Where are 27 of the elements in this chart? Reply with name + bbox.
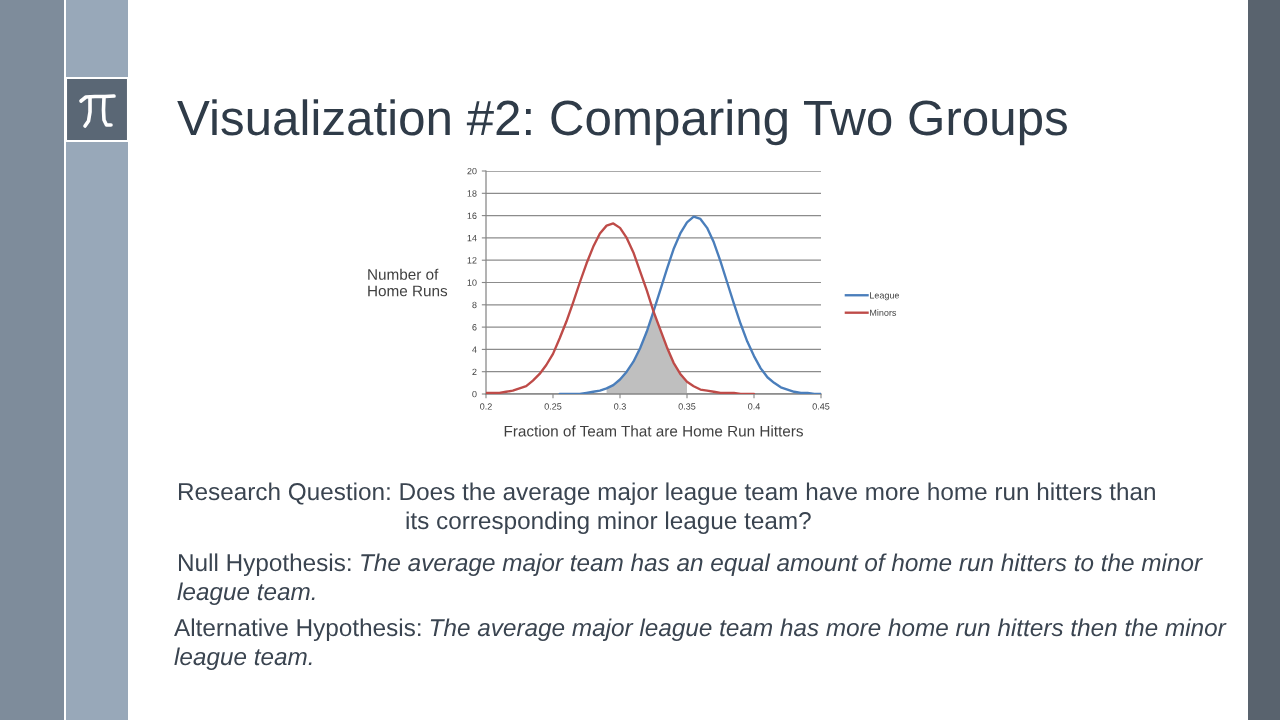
y-tick-label: 18	[467, 190, 477, 197]
x-tick-label: 0.25	[544, 403, 562, 410]
x-tick-label: 0.4	[748, 403, 761, 410]
text: Research Question: Does the average major league team have more home run hitters than its corresponding minor league team?	[178, 482, 1155, 535]
x-axis-title: Fraction of Team That are Home Run Hitters	[504, 425, 803, 437]
legend-label: Minors	[870, 309, 897, 316]
line-series	[558, 215, 821, 394]
x-tick-label: 0.35	[678, 403, 696, 410]
chart-title: Visualization #2: Comparing Two Groups	[177, 99, 1067, 146]
x-tick-label: 0.3	[614, 403, 626, 410]
y-tick-label: 4	[472, 346, 477, 353]
y-tick-label: 6	[472, 324, 477, 331]
y-tick-label: 10	[467, 279, 477, 286]
y-tick-label: 14	[467, 234, 477, 242]
y-tick-label: 8	[472, 301, 477, 309]
text: Null Hypothesis: The average major team has an equal amount of home run hitters to the minor league team.	[177, 553, 1203, 606]
y-tick-label: 16	[467, 212, 477, 219]
y-tick-label: 20	[467, 167, 477, 175]
x-tick-label: 0.2	[480, 403, 492, 410]
y-tick-label: 2	[472, 368, 477, 375]
y-tick-label: 12	[467, 257, 477, 264]
legend-label: League	[870, 292, 900, 301]
x-tick-label: 0.45	[812, 403, 830, 410]
y-axis-title: Number of Home Runs	[368, 268, 448, 297]
y-tick-label: 0	[472, 390, 477, 398]
text: Alternative Hypothesis: The average major league team has more home run hitters then the minor league team.	[174, 618, 1227, 671]
line-series	[486, 222, 756, 394]
